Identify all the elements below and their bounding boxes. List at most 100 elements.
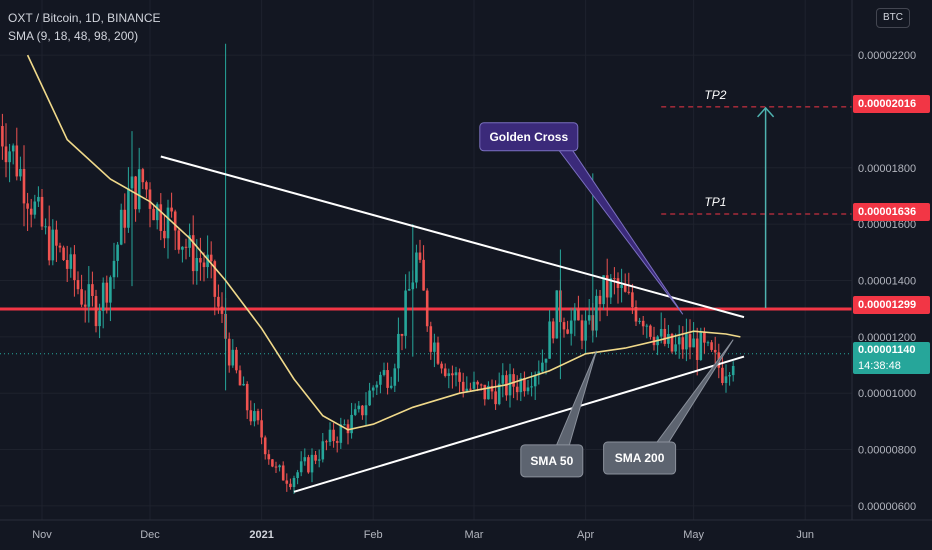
candle-body bbox=[145, 182, 148, 190]
candle-body bbox=[706, 342, 710, 344]
candle-body bbox=[314, 454, 317, 461]
candle-body bbox=[119, 209, 123, 245]
candle-body bbox=[112, 260, 116, 278]
candle-body bbox=[674, 344, 677, 352]
candle-body bbox=[335, 441, 339, 443]
candle-body bbox=[80, 289, 83, 305]
grid-lines bbox=[0, 0, 852, 520]
price-tick-label: 0.00001800 bbox=[858, 163, 916, 175]
candle-body bbox=[170, 207, 173, 212]
last-price-tag: 0.00001140 bbox=[853, 342, 930, 359]
countdown-tag: 14:38:48 bbox=[853, 359, 930, 374]
candle-body bbox=[155, 204, 159, 221]
candle-body bbox=[623, 285, 627, 292]
candle-body bbox=[699, 332, 703, 360]
candle-body bbox=[310, 454, 314, 473]
candle-body bbox=[613, 278, 616, 280]
time-tick-label: Feb bbox=[364, 529, 383, 541]
candle-body bbox=[609, 278, 613, 298]
indicator-legend[interactable]: SMA (9, 18, 48, 98, 200) bbox=[8, 29, 139, 43]
time-tick-label: Apr bbox=[577, 529, 594, 541]
candle-body bbox=[152, 208, 155, 221]
candle-body bbox=[289, 483, 292, 488]
time-tick-label: Dec bbox=[140, 529, 160, 541]
candle-body bbox=[544, 358, 548, 363]
candle-body bbox=[627, 291, 631, 293]
candle-body bbox=[40, 196, 44, 227]
time-axis[interactable]: Nov Dec 2021 Feb Mar Apr May Jun bbox=[32, 529, 814, 541]
tp2-label: TP2 bbox=[704, 88, 726, 102]
candle-body bbox=[418, 252, 422, 260]
candle-body bbox=[361, 405, 364, 416]
candle-body bbox=[368, 390, 371, 406]
candle-body bbox=[163, 230, 166, 239]
candle-body bbox=[515, 386, 519, 393]
candle-body bbox=[469, 388, 472, 390]
candle-body bbox=[303, 457, 307, 462]
price-axis[interactable]: 0.00000600 0.00000800 0.00001000 0.00001200… bbox=[858, 50, 916, 513]
tp1-label: TP1 bbox=[704, 195, 726, 209]
candle-body bbox=[242, 383, 245, 386]
candle-body bbox=[447, 373, 451, 376]
candle-body bbox=[688, 334, 692, 348]
candle-body bbox=[199, 258, 202, 263]
candle-body bbox=[76, 280, 80, 290]
price-tick-label: 0.00002200 bbox=[858, 50, 916, 62]
tp1-price-tag: 0.00001636 bbox=[853, 203, 930, 221]
candle-body bbox=[479, 384, 483, 386]
candle-body bbox=[69, 254, 73, 269]
candle-body bbox=[109, 277, 112, 303]
candle-body bbox=[440, 363, 443, 369]
candle-body bbox=[569, 320, 573, 334]
candle-body bbox=[267, 454, 271, 460]
candle-body bbox=[548, 321, 551, 359]
candle-body bbox=[91, 284, 94, 297]
candle-body bbox=[415, 252, 418, 283]
candle-body bbox=[584, 320, 587, 341]
candle-body bbox=[173, 211, 177, 231]
candle-body bbox=[8, 151, 11, 163]
candle-body bbox=[332, 429, 335, 442]
candle-body bbox=[728, 375, 731, 377]
candle-body bbox=[595, 295, 598, 331]
currency-button[interactable]: BTC bbox=[876, 8, 910, 28]
candle-body bbox=[692, 338, 695, 348]
candle-body bbox=[566, 329, 569, 334]
sma-200-line bbox=[26, 54, 741, 431]
candle-body bbox=[483, 384, 487, 400]
candle-body bbox=[400, 333, 404, 336]
price-tick-label: 0.00001000 bbox=[858, 388, 916, 400]
symbol-title[interactable]: OXT / Bitcoin, 1D, BINANCE bbox=[8, 11, 161, 25]
candle-body bbox=[631, 292, 634, 307]
candle-body bbox=[443, 368, 447, 376]
candle-body bbox=[123, 209, 127, 228]
candle-body bbox=[490, 385, 494, 392]
candle-body bbox=[461, 381, 465, 392]
candle-body bbox=[98, 310, 101, 327]
candle-body bbox=[191, 235, 195, 272]
candle-body bbox=[11, 145, 15, 152]
candle-body bbox=[659, 328, 663, 337]
candle-body bbox=[634, 306, 638, 322]
candle-body bbox=[451, 373, 454, 376]
candle-body bbox=[476, 381, 479, 385]
candle-body bbox=[382, 370, 386, 375]
candle-body bbox=[249, 410, 253, 422]
candle-body bbox=[465, 388, 469, 392]
candle-body bbox=[523, 378, 526, 392]
candle-body bbox=[429, 326, 433, 352]
candle-body bbox=[667, 333, 670, 344]
tp2-price-tag: 0.00002016 bbox=[853, 95, 930, 113]
candle-body bbox=[127, 188, 130, 228]
candle-body bbox=[519, 378, 523, 393]
candle-body bbox=[177, 230, 181, 250]
candle-body bbox=[253, 411, 256, 422]
candle-body bbox=[710, 342, 713, 350]
candle-body bbox=[44, 226, 47, 228]
time-tick-label: Mar bbox=[465, 529, 484, 541]
price-tick-label: 0.00001400 bbox=[858, 275, 916, 287]
candle-body bbox=[397, 333, 400, 369]
sma50-box bbox=[520, 444, 584, 478]
